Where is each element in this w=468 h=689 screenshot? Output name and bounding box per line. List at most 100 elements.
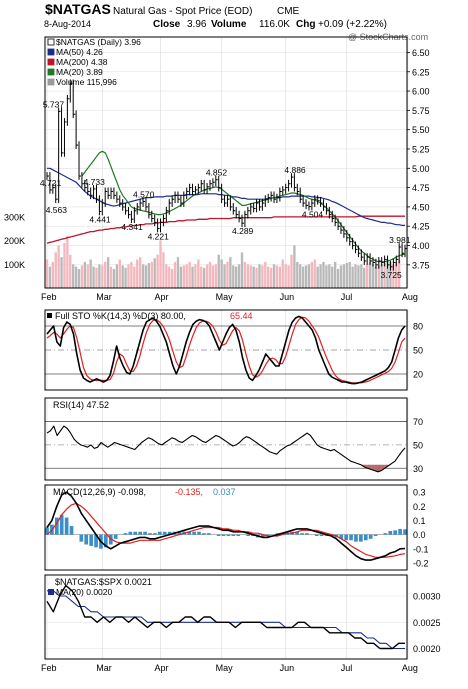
macd-histogram-bar xyxy=(314,534,319,536)
volume-bar xyxy=(296,261,299,288)
ratio-y-tick-label: 0.0025 xyxy=(413,618,441,628)
volume-bar xyxy=(232,265,235,288)
price-annotation: 4.341 xyxy=(121,222,143,232)
volume-bar xyxy=(345,263,348,288)
volume-bar xyxy=(95,267,98,288)
x-axis-label-bottom: Jun xyxy=(280,663,295,673)
x-axis-label-bottom: Feb xyxy=(41,663,57,673)
volume-bar xyxy=(351,266,354,288)
sto-panel-frame xyxy=(44,309,408,391)
macd-y-tick-label: 0.3 xyxy=(413,488,426,498)
volume-bar xyxy=(63,242,66,288)
volume-bar xyxy=(287,265,290,288)
macd-legend-hist: 0.037 xyxy=(213,487,236,497)
volume-bar xyxy=(261,265,264,288)
volume-bar xyxy=(392,264,395,288)
volume-bar xyxy=(272,264,276,288)
volume-bar xyxy=(214,264,217,288)
ratio-y-tick-label: 0.0030 xyxy=(413,592,441,602)
volume-value: 116.0K xyxy=(259,19,290,30)
volume-bar xyxy=(304,265,308,288)
macd-histogram-bar xyxy=(221,534,226,536)
price-y-tick-label: 3.75 xyxy=(412,260,430,270)
volume-bar xyxy=(109,266,113,288)
macd-histogram-bar xyxy=(64,517,69,535)
price-annotation: 3.725 xyxy=(380,270,402,280)
macd-y-tick-label: 0.2 xyxy=(413,502,426,512)
chart-symbol: $NATGAS xyxy=(45,1,111,17)
volume-axis-label: 200K xyxy=(4,236,25,246)
macd-histogram-bar xyxy=(295,531,299,535)
volume-bar xyxy=(258,264,261,288)
macd-histogram-bar xyxy=(128,531,133,535)
volume-bar xyxy=(333,261,337,288)
macd-histogram-bar xyxy=(344,534,348,541)
macd-histogram-bar xyxy=(84,534,89,545)
legend-swatch xyxy=(47,38,55,46)
volume-bar xyxy=(386,259,389,288)
macd-histogram-bar xyxy=(300,533,304,535)
volume-bar xyxy=(267,266,270,288)
macd-histogram-bar xyxy=(236,534,241,536)
chg-value: +0.09 (+2.22%) xyxy=(318,19,387,30)
volume-bar xyxy=(313,259,316,288)
macd-histogram-bar xyxy=(260,534,265,538)
x-axis-label: Aug xyxy=(402,292,418,302)
ratio-line xyxy=(46,584,405,650)
legend-entry: MA(200) 4.38 xyxy=(56,57,108,67)
macd-histogram-bar xyxy=(216,534,221,536)
volume-bar xyxy=(83,261,87,288)
volume-bar xyxy=(98,264,101,288)
ma20-line xyxy=(81,150,406,263)
x-axis-label: Jul xyxy=(341,292,353,302)
sto-y-tick-label: 20 xyxy=(413,370,423,380)
x-axis-label-bottom: Jul xyxy=(341,663,353,673)
chart-date: 8-Aug-2014 xyxy=(44,19,91,29)
volume-bar xyxy=(252,266,255,288)
macd-histogram-bar xyxy=(393,530,398,535)
volume-bar xyxy=(69,254,72,288)
volume-bar xyxy=(363,267,366,288)
volume-bar xyxy=(57,245,60,288)
price-annotation: 4.733 xyxy=(84,177,106,187)
volume-bar xyxy=(264,261,267,288)
volume-bar xyxy=(60,257,63,288)
price-y-tick-label: 4.75 xyxy=(412,183,430,193)
volume-bar xyxy=(246,264,249,288)
macd-histogram-bar xyxy=(59,514,64,535)
chart-exchange: CME xyxy=(277,6,300,17)
volume-bar xyxy=(293,245,296,288)
volume-bar xyxy=(191,266,194,288)
macd-signal-line xyxy=(46,502,406,558)
volume-bar xyxy=(205,264,209,288)
rsi-line xyxy=(46,425,406,473)
volume-bar xyxy=(269,267,273,288)
volume-bar xyxy=(319,264,322,288)
volume-bar xyxy=(365,264,369,288)
volume-bar xyxy=(127,264,130,288)
volume-bar xyxy=(284,264,287,288)
volume-bar xyxy=(229,257,232,288)
volume-bar xyxy=(136,259,139,288)
ma50-line xyxy=(47,167,405,226)
x-axis-label-bottom: Apr xyxy=(155,663,169,673)
rsi-oversold-fill xyxy=(374,464,378,472)
price-annotation: 4.886 xyxy=(284,165,306,175)
volume-bar xyxy=(211,265,215,288)
macd-histogram-bar xyxy=(265,534,270,536)
x-axis-label-bottom: Mar xyxy=(96,663,112,673)
macd-histogram-bar xyxy=(373,534,378,536)
volume-bar xyxy=(153,258,156,288)
volume-bar xyxy=(240,252,244,288)
volume-bar xyxy=(301,266,305,288)
macd-histogram-bar xyxy=(167,531,172,535)
macd-histogram-bar xyxy=(157,531,162,535)
rsi-y-tick-label: 50 xyxy=(413,440,423,450)
volume-bar xyxy=(159,240,162,288)
volume-bar xyxy=(112,269,116,288)
volume-bar xyxy=(185,264,188,288)
x-axis-label: Apr xyxy=(155,292,169,302)
macd-histogram-bar xyxy=(148,533,152,535)
volume-bar xyxy=(275,265,279,288)
